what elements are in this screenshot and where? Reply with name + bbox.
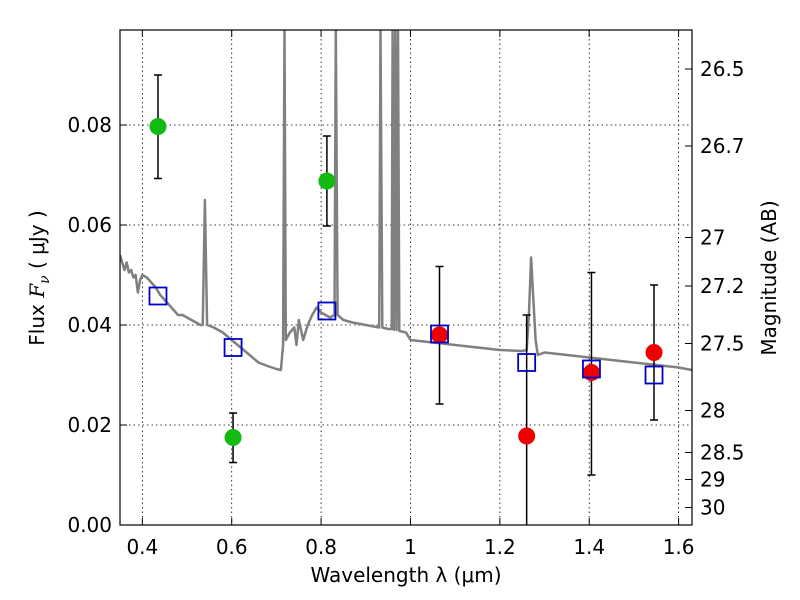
y2-tick-label: 28 (700, 399, 725, 423)
data-point-square (644, 365, 664, 385)
x-tick-label: 1.2 (484, 535, 516, 559)
grid-lines (120, 30, 692, 525)
data-point-circle (518, 427, 536, 445)
x-tick-label: 1.4 (573, 535, 605, 559)
data-point-square (517, 353, 537, 372)
data-point-circle (645, 344, 663, 361)
y-tick-label: 0.00 (67, 513, 112, 537)
x-tick-label: 0.8 (305, 535, 337, 559)
data-point-circle (224, 429, 242, 446)
y-axis-label: Flux Fν ( μJy ) (25, 210, 53, 345)
y2-tick-label: 27 (700, 226, 725, 250)
data-point-circle (318, 172, 336, 190)
ticks-layer: 0.4 0.6 0.8 1 1.2 1.4 1.6 0.00 0.02 0.04 0.06 0.08 2… (67, 30, 745, 559)
y-tick-label: 0.06 (67, 213, 112, 237)
data-point-circle (431, 326, 449, 344)
y-tick-label: 0.02 (67, 413, 112, 437)
y2-tick-label: 28.5 (700, 441, 745, 465)
marker-layer (148, 118, 664, 446)
data-point-circle (149, 118, 167, 135)
data-point-square (582, 359, 601, 379)
x-tick-label: 1.6 (663, 535, 695, 559)
y2-tick-label: 26.7 (700, 134, 745, 158)
x-tick-label: 1 (404, 535, 417, 559)
data-point-square (223, 338, 243, 357)
data-point-square (148, 286, 168, 306)
y-tick-label: 0.08 (67, 113, 112, 137)
right-axis-label: Magnitude (AB) (757, 200, 781, 355)
y2-tick-label: 26.5 (700, 57, 745, 81)
data-point-square (317, 301, 337, 321)
y2-tick-label: 30 (700, 496, 725, 520)
y2-tick-label: 27.5 (700, 332, 745, 356)
spectrum-layer (120, 30, 692, 372)
x-axis-label: Wavelength λ (μm) (310, 563, 501, 587)
errorbar-layer (153, 74, 659, 525)
y-tick-label: 0.04 (67, 313, 112, 337)
y2-tick-label: 29 (700, 468, 725, 492)
y2-tick-label: 27.2 (700, 274, 745, 298)
plot-frame (119, 29, 693, 526)
x-tick-label: 0.6 (216, 535, 248, 559)
x-tick-label: 0.4 (126, 535, 158, 559)
data-point-square (430, 324, 449, 344)
spectrum-line (120, 30, 692, 372)
